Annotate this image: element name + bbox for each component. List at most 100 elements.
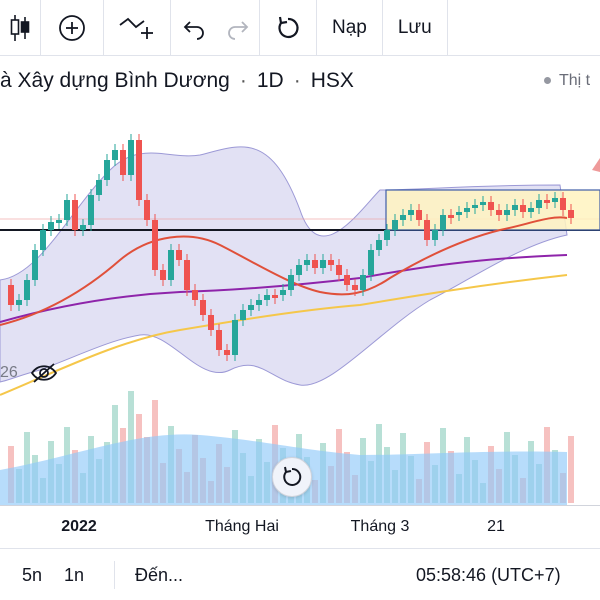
reset-icon — [283, 466, 302, 486]
toolbar-divider — [381, 0, 383, 56]
candle-body — [160, 270, 166, 280]
price-chart[interactable] — [0, 100, 600, 505]
candle-body — [72, 200, 78, 230]
candle-body — [224, 350, 230, 355]
redo-button[interactable] — [217, 0, 259, 56]
candle-body — [520, 205, 526, 212]
candle-body — [8, 285, 14, 305]
candle-body — [512, 205, 518, 210]
candle-body — [296, 265, 302, 275]
candle-body — [272, 295, 278, 298]
candle-body — [528, 208, 534, 212]
candlestick-icon — [10, 14, 30, 41]
toolbar-divider — [259, 0, 260, 56]
toolbar-divider — [40, 0, 41, 56]
candle-body — [64, 200, 70, 220]
candle-body — [216, 330, 222, 350]
candle-body — [496, 210, 502, 215]
load-layout-button[interactable]: Nạp — [332, 16, 367, 38]
undo-icon — [183, 20, 204, 40]
candle-body — [248, 305, 254, 310]
chart-canvas[interactable] — [0, 100, 600, 505]
candle-body — [16, 300, 22, 305]
candle-body — [360, 275, 366, 290]
bottom-bar: 5n 1n Đến... 05:58:46 (UTC+7) — [0, 548, 600, 600]
market-status: Thị t — [544, 72, 590, 90]
candle-body — [352, 285, 358, 290]
candle-body — [568, 210, 574, 218]
candle-body — [448, 215, 454, 218]
hide-indicator-eye-icon[interactable] — [30, 362, 58, 384]
candlesticks — [8, 134, 574, 361]
goto-date-button[interactable]: Đến... — [135, 565, 184, 585]
candle-body — [336, 265, 342, 275]
chart-type-button[interactable] — [0, 0, 40, 56]
candle-body — [408, 210, 414, 215]
reload-button[interactable] — [260, 0, 316, 56]
candle-body — [400, 215, 406, 220]
compare-line-icon — [119, 17, 153, 39]
separator-dot: · — [293, 69, 301, 92]
candle-body — [56, 220, 62, 223]
candle-body — [144, 200, 150, 220]
add-indicator-button[interactable] — [41, 0, 103, 56]
candle-body — [504, 210, 510, 215]
indicator-value: 26 — [0, 364, 18, 381]
candle-body — [488, 202, 494, 210]
candle-body — [288, 275, 294, 290]
arrow-marker — [592, 158, 600, 172]
candle-body — [32, 250, 38, 280]
save-layout-button[interactable]: Lưu — [397, 16, 432, 38]
candle-body — [376, 240, 382, 250]
volume-bar — [568, 436, 574, 503]
bottom-divider — [114, 561, 115, 589]
candle-body — [80, 225, 86, 230]
candle-body — [96, 180, 102, 195]
toolbar-divider — [446, 0, 448, 56]
add-indicator-icon — [59, 14, 85, 41]
toolbar-divider — [316, 0, 317, 56]
candle-body — [280, 290, 286, 295]
candle-body — [264, 295, 270, 300]
time-axis[interactable]: 2022 Tháng Hai Tháng 3 21 — [0, 505, 600, 545]
range-5y-button[interactable]: 5n — [22, 565, 43, 585]
separator-dot: · — [239, 69, 247, 92]
ma-long-line — [0, 274, 568, 396]
time-label-february: Tháng Hai — [205, 518, 279, 535]
candle-body — [40, 230, 46, 250]
candle-body — [392, 220, 398, 230]
candle-body — [432, 230, 438, 240]
candle-body — [256, 300, 262, 305]
candle-body — [552, 198, 558, 202]
ma-short-line — [0, 216, 568, 326]
refresh-icon — [278, 16, 299, 38]
reset-chart-button[interactable] — [272, 457, 312, 497]
toolbar-divider — [103, 0, 104, 56]
candle-body — [440, 215, 446, 230]
compare-symbol-button[interactable] — [104, 0, 170, 56]
candle-body — [192, 290, 198, 300]
time-label-march: Tháng 3 — [350, 518, 410, 535]
candle-body — [88, 195, 94, 225]
candle-body — [208, 315, 214, 330]
redo-icon — [228, 20, 249, 40]
symbol-legend[interactable]: à Xây dựng Bình Dương · 1D · HSX — [0, 66, 354, 96]
range-1y-button[interactable]: 1n — [64, 565, 85, 585]
interval-label: 1D — [256, 69, 284, 92]
candle-body — [240, 310, 246, 320]
candle-body — [24, 280, 30, 300]
candle-body — [168, 250, 174, 280]
candle-body — [456, 212, 462, 215]
toolbar-divider — [170, 0, 171, 56]
undo-button[interactable] — [171, 0, 217, 56]
candle-body — [232, 320, 238, 355]
candle-body — [112, 150, 118, 160]
clock-timezone[interactable]: 05:58:46 (UTC+7) — [416, 565, 561, 585]
candle-body — [152, 220, 158, 270]
candle-body — [176, 250, 182, 260]
candle-body — [344, 275, 350, 285]
candle-body — [384, 230, 390, 240]
candle-body — [104, 160, 110, 180]
candle-body — [304, 260, 310, 265]
candle-body — [320, 260, 326, 268]
